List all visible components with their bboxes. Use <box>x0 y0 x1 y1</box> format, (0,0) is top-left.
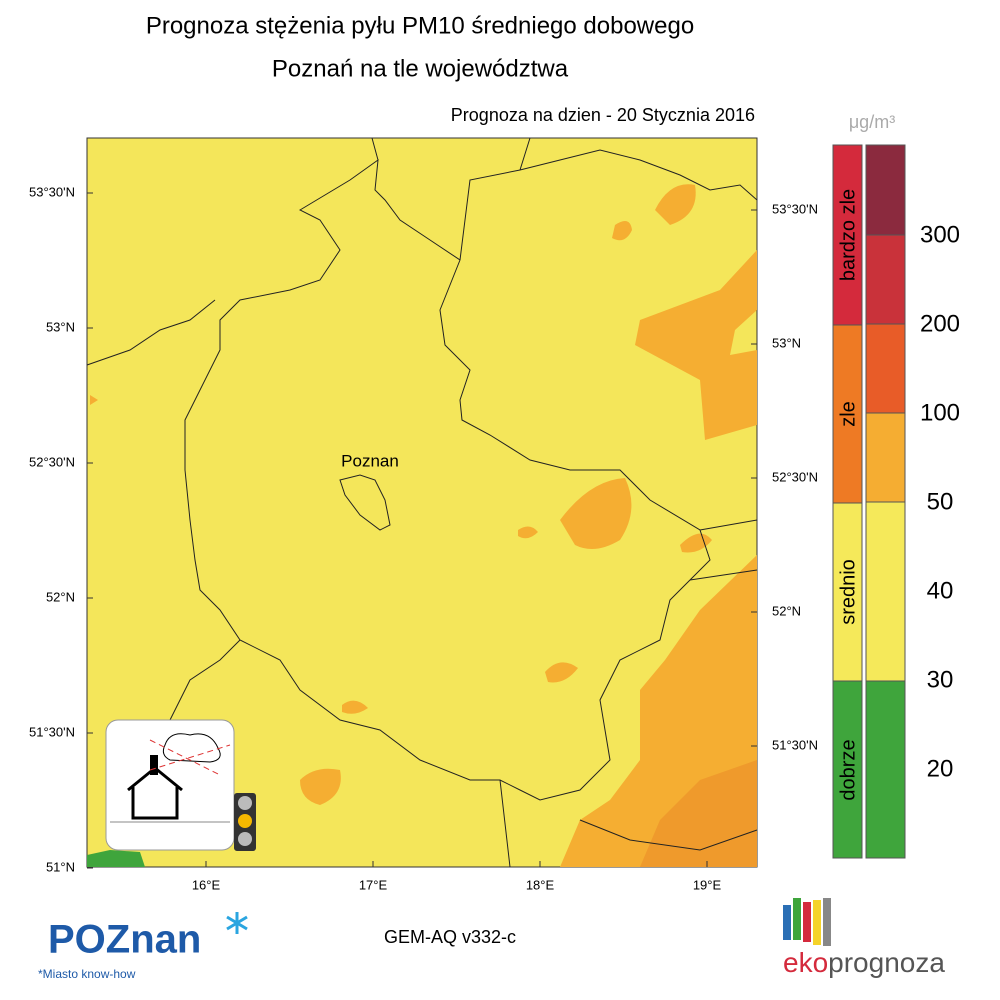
category-label: srednio <box>837 559 859 625</box>
brand-prognoza: prognoza <box>828 947 945 978</box>
city-label: Poznan <box>341 451 399 470</box>
level-label: 300 <box>920 221 960 248</box>
level-band <box>865 501 906 682</box>
lat-label: 52°30'N <box>772 469 818 484</box>
model-label: GEM-AQ v332-c <box>384 927 516 947</box>
lon-label: 16°E <box>192 877 221 892</box>
pollution-icon <box>105 719 256 851</box>
level-band <box>865 323 906 414</box>
map: Poznan <box>86 137 758 868</box>
category-label: dobrze <box>837 739 859 800</box>
level-label: 200 <box>920 310 960 337</box>
level-label: 100 <box>920 399 960 426</box>
category-band <box>832 680 863 859</box>
lat-label: 51°N <box>46 859 75 874</box>
legend-unit: μg/m³ <box>849 112 895 132</box>
slogan: *Miasto know-how <box>38 967 136 981</box>
category-label: zle <box>837 401 859 427</box>
level-band <box>865 144 906 236</box>
title: Prognoza stężenia pyłu PM10 średniego do… <box>146 12 694 39</box>
city-logo: POZnan <box>48 918 201 962</box>
category-band <box>832 324 863 504</box>
subtitle: Poznań na tle województwa <box>272 55 569 82</box>
lat-label: 52°N <box>46 589 75 604</box>
lat-label: 52°30'N <box>29 454 75 469</box>
brand: ekoprognoza <box>783 947 945 978</box>
legend: μg/m³ <box>832 112 906 859</box>
logo-star <box>226 912 248 934</box>
level-band <box>865 412 906 503</box>
lat-label: 53°N <box>772 335 801 350</box>
lat-label: 52°N <box>772 603 801 618</box>
lat-label: 53°N <box>46 319 75 334</box>
level-label: 20 <box>927 755 954 782</box>
lat-label: 53°30'N <box>29 184 75 199</box>
level-band <box>865 234 906 325</box>
level-label: 40 <box>927 577 954 604</box>
category-band <box>832 502 863 682</box>
lat-label: 53°30'N <box>772 201 818 216</box>
level-label: 30 <box>927 666 954 693</box>
level-band <box>865 680 906 859</box>
brand-eko: eko <box>783 947 828 978</box>
category-band <box>832 144 863 326</box>
date: Prognoza na dzien - 20 Stycznia 2016 <box>451 105 755 125</box>
lon-label: 19°E <box>693 877 722 892</box>
lat-label: 51°30'N <box>772 737 818 752</box>
category-label: bardzo zle <box>837 189 859 281</box>
level-label: 50 <box>927 488 954 515</box>
lon-label: 17°E <box>359 877 388 892</box>
lon-label: 18°E <box>526 877 555 892</box>
eko-logo <box>783 898 831 946</box>
lat-label: 51°30'N <box>29 724 75 739</box>
